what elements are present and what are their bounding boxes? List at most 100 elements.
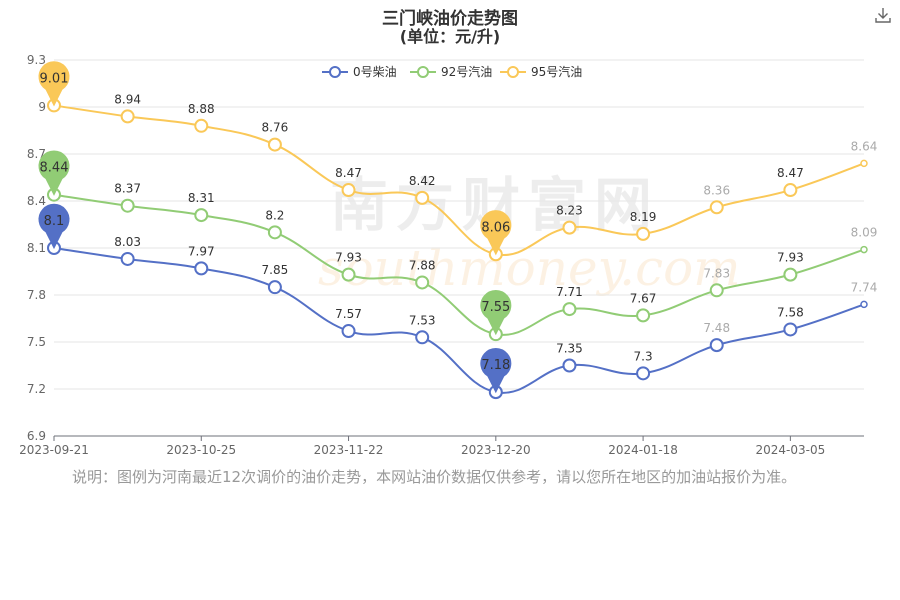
- data-point: [194, 118, 209, 133]
- data-point: [783, 183, 798, 198]
- data-label: 7.83: [703, 266, 730, 280]
- data-label: 7.88: [409, 258, 436, 272]
- extreme-pin-label: 8.1: [44, 214, 65, 229]
- data-point: [709, 338, 724, 353]
- data-point: [709, 283, 724, 298]
- data-label: 7.48: [703, 321, 730, 335]
- data-point: [415, 190, 430, 205]
- y-tick-label: 7.2: [27, 382, 46, 396]
- data-label: 7.3: [634, 349, 653, 363]
- data-label: 7.97: [188, 244, 215, 258]
- y-tick-label: 6.9: [27, 429, 46, 443]
- data-point: [194, 261, 209, 276]
- extreme-pin-label: 7.18: [481, 358, 510, 373]
- data-point: [341, 324, 356, 339]
- data-point: [415, 330, 430, 345]
- y-tick-label: 7.8: [27, 288, 46, 302]
- legend-marker-2: [417, 66, 429, 78]
- data-point: [636, 308, 651, 323]
- extreme-pin-label: 7.55: [481, 300, 510, 315]
- data-label: 8.19: [630, 210, 657, 224]
- gridlines: [54, 59, 864, 390]
- data-point: [415, 275, 430, 290]
- data-point: [636, 226, 651, 241]
- chart-subtitle: (单位：元/升): [399, 27, 501, 46]
- data-point: [120, 198, 135, 213]
- data-label: 8.76: [262, 121, 289, 135]
- data-labels: 8.03 7.97 7.85 7.57 7.53 7.35 7.3 7.48 7.58 7.74 8…: [114, 92, 877, 363]
- data-point: [783, 322, 798, 337]
- download-icon[interactable]: [874, 6, 892, 24]
- data-label: 8.94: [114, 92, 141, 106]
- data-label: 8.42: [409, 174, 436, 188]
- extreme-pin-label: 8.06: [481, 220, 510, 235]
- chart-title: 三门峡油价走势图: [382, 9, 518, 29]
- data-label: 8.03: [114, 235, 141, 249]
- data-point: [341, 267, 356, 282]
- series-layer: [47, 98, 868, 400]
- data-label: 7.74: [851, 280, 878, 294]
- watermark-text-en: southmoney.com: [318, 239, 741, 297]
- extreme-pin: [480, 289, 512, 336]
- legend[interactable]: 0号柴油 92号汽油 95号汽油: [322, 64, 582, 79]
- extreme-pin: [480, 347, 512, 394]
- data-label: 8.36: [703, 183, 730, 197]
- data-point: [267, 137, 282, 152]
- data-point: [636, 366, 651, 381]
- data-label: 7.67: [630, 291, 657, 305]
- data-point: [562, 220, 577, 235]
- data-label: 8.2: [265, 208, 284, 222]
- data-label: 8.23: [556, 204, 583, 218]
- data-point: [783, 267, 798, 282]
- x-tick-label: 2023-12-20: [461, 443, 531, 457]
- y-tick-label: 8.1: [27, 241, 46, 255]
- extreme-pin-label: 9.01: [40, 71, 69, 86]
- legend-marker-3: [507, 66, 519, 78]
- data-label: 8.47: [777, 166, 804, 180]
- legend-label-1: 0号柴油: [353, 65, 397, 79]
- extreme-pin-label: 8.44: [40, 161, 69, 176]
- extreme-pin: [38, 150, 70, 196]
- data-point: [341, 183, 356, 198]
- legend-marker-1: [329, 66, 341, 78]
- legend-label-2: 92号汽油: [441, 64, 492, 79]
- watermark: 南方财富网 southmoney.com: [318, 171, 741, 297]
- data-label: 7.85: [262, 263, 289, 277]
- data-label: 7.93: [335, 251, 362, 265]
- x-tick-label: 2024-03-05: [755, 443, 825, 457]
- data-label: 8.64: [851, 139, 878, 153]
- data-point: [267, 280, 282, 295]
- data-label: 7.35: [556, 342, 583, 356]
- data-point: [562, 358, 577, 373]
- data-point: [120, 251, 135, 266]
- data-label: 8.88: [188, 102, 215, 116]
- data-label: 7.71: [556, 285, 583, 299]
- data-point: [709, 200, 724, 215]
- data-point: [860, 300, 868, 309]
- data-label: 8.09: [851, 226, 878, 240]
- data-point: [267, 225, 282, 240]
- data-point: [194, 208, 209, 223]
- x-tick-label: 2023-09-21: [19, 443, 89, 457]
- data-label: 8.31: [188, 191, 215, 205]
- data-point: [562, 302, 577, 317]
- extreme-pin: [38, 61, 70, 107]
- y-tick-label: 9.3: [27, 53, 46, 67]
- data-point: [120, 109, 135, 124]
- extreme-markers: 8.1 7.18 8.44 7.55 9.01 8.06: [38, 61, 512, 394]
- data-label: 7.58: [777, 305, 804, 319]
- extreme-pin: [480, 210, 512, 256]
- data-point: [860, 159, 868, 168]
- x-tick-label: 2024-01-18: [608, 443, 678, 457]
- y-tick-label: 8.4: [27, 194, 46, 208]
- data-label: 8.37: [114, 182, 141, 196]
- data-label: 8.47: [335, 166, 362, 180]
- data-label: 7.57: [335, 307, 362, 321]
- extreme-pin: [38, 203, 70, 250]
- x-tick-label: 2023-11-22: [314, 443, 384, 457]
- data-label: 7.93: [777, 251, 804, 265]
- data-label: 7.53: [409, 313, 436, 327]
- y-tick-label: 9: [38, 100, 46, 114]
